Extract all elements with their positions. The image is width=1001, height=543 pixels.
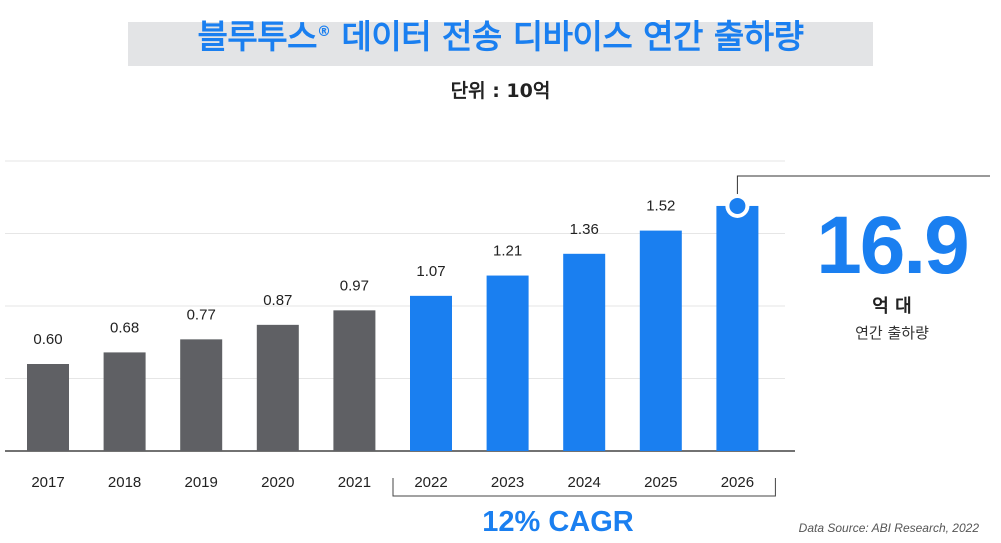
bar bbox=[103, 352, 146, 451]
cagr-label: 12% CAGR bbox=[482, 506, 634, 538]
highlight-value: 16.9 bbox=[816, 200, 970, 291]
data-label: 0.97 bbox=[340, 277, 369, 294]
highlight-unit: 억 대 bbox=[872, 296, 912, 317]
x-tick-label: 2019 bbox=[185, 474, 218, 491]
bar bbox=[27, 364, 69, 451]
data-label: 0.68 bbox=[110, 319, 139, 336]
data-label: 1.07 bbox=[416, 263, 445, 280]
unit-subtitle: 단위 : 10억 bbox=[450, 80, 551, 102]
data-label: 1.36 bbox=[570, 221, 599, 238]
bar bbox=[486, 275, 529, 451]
page-title: 블루투스® 데이터 전송 디바이스 연간 출하량 bbox=[128, 10, 873, 58]
bar bbox=[716, 205, 759, 451]
data-label: 0.77 bbox=[187, 306, 216, 323]
title-text-before-mark: 블루투스 bbox=[197, 17, 318, 56]
x-tick-label: 2020 bbox=[261, 474, 294, 491]
x-tick-label: 2023 bbox=[491, 474, 524, 491]
data-label: 1.21 bbox=[493, 243, 522, 260]
registered-mark: ® bbox=[316, 24, 331, 40]
highlight-caption: 연간 출하량 bbox=[855, 324, 929, 342]
title-band bbox=[128, 22, 873, 66]
x-tick-label: 2025 bbox=[644, 474, 677, 491]
bar bbox=[639, 230, 682, 451]
bar bbox=[410, 295, 452, 451]
x-tick-label: 2021 bbox=[338, 474, 371, 491]
data-label: 0.87 bbox=[263, 292, 292, 309]
data-source: Data Source: ABI Research, 2022 bbox=[798, 521, 979, 535]
bar bbox=[333, 310, 376, 451]
x-tick-label: 2024 bbox=[568, 474, 601, 491]
forecast-bracket bbox=[392, 478, 776, 497]
title-text-after-mark: 데이터 전송 디바이스 연간 출하량 bbox=[330, 17, 804, 56]
x-tick-label: 2017 bbox=[31, 474, 64, 491]
data-label: 1.52 bbox=[646, 198, 675, 215]
marker-dot bbox=[729, 197, 746, 214]
data-label: 0.60 bbox=[33, 331, 62, 348]
bar bbox=[563, 253, 606, 451]
bar bbox=[256, 324, 299, 451]
bar bbox=[180, 339, 223, 451]
x-tick-label: 2022 bbox=[414, 474, 447, 491]
x-tick-label: 2018 bbox=[108, 474, 141, 491]
x-tick-label: 2026 bbox=[721, 474, 754, 491]
